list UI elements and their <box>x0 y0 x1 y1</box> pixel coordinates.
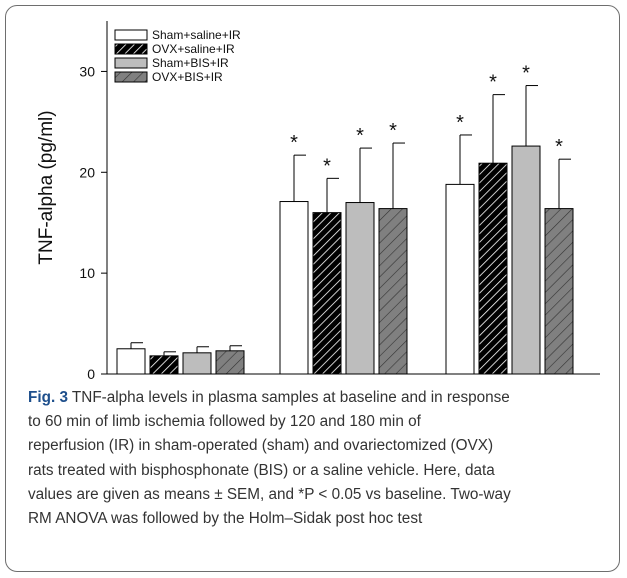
bar <box>478 162 508 375</box>
significance-marker: * <box>389 120 397 142</box>
legend-label: Sham+BIS+IR <box>152 56 229 70</box>
bar <box>378 208 408 375</box>
y-tick-label: 30 <box>79 63 95 79</box>
bar <box>182 352 212 375</box>
significance-marker: * <box>555 136 563 158</box>
caption-line-1: Fig. 3 TNF-alpha levels in plasma sample… <box>28 386 610 410</box>
legend-swatch <box>114 57 148 69</box>
caption-line-2: to 60 min of limb ischemia followed by 1… <box>28 413 421 431</box>
bars-group: * * * * * * * * <box>116 63 574 375</box>
caption-line-6: RM ANOVA was followed by the Holm–Sidak … <box>28 510 423 528</box>
significance-marker: * <box>522 63 530 85</box>
legend-label: Sham+saline+IR <box>152 28 241 42</box>
legend-label: OVX+BIS+IR <box>152 70 223 84</box>
bar <box>445 183 475 375</box>
legend: Sham+saline+IROVX+saline+IRSham+BIS+IROV… <box>114 28 241 84</box>
bar <box>149 355 179 375</box>
bar <box>215 350 245 375</box>
bar <box>312 212 342 375</box>
bar <box>544 208 574 375</box>
bar <box>116 348 146 375</box>
significance-marker: * <box>356 125 364 147</box>
significance-marker: * <box>290 132 298 154</box>
y-tick-label: 20 <box>79 164 95 180</box>
legend-swatch <box>114 71 148 83</box>
figure-caption: Fig. 3 TNF-alpha levels in plasma sample… <box>28 386 610 531</box>
legend-swatch <box>114 43 148 55</box>
bar <box>511 145 541 375</box>
legend-swatch <box>114 29 148 41</box>
caption-line-3: reperfusion (IR) in sham-operated (sham)… <box>28 437 494 455</box>
caption-line-5: values are given as means ± SEM, and *P … <box>28 485 511 503</box>
y-tick-label: 0 <box>87 366 95 380</box>
y-tick-label: 10 <box>79 265 95 281</box>
legend-label: OVX+saline+IR <box>152 42 235 56</box>
significance-marker: * <box>323 155 331 177</box>
caption-text-1: TNF-alpha levels in plasma samples at ba… <box>67 389 510 406</box>
significance-marker: * <box>489 72 497 94</box>
significance-marker: * <box>456 112 464 134</box>
caption-line-4: rats treated with bisphosphonate (BIS) o… <box>28 461 495 479</box>
y-axis-label: TNF-alpha (pg/ml) <box>36 110 57 264</box>
figure-label: Fig. 3 <box>28 389 68 406</box>
bar <box>279 201 309 375</box>
bar <box>345 202 375 375</box>
